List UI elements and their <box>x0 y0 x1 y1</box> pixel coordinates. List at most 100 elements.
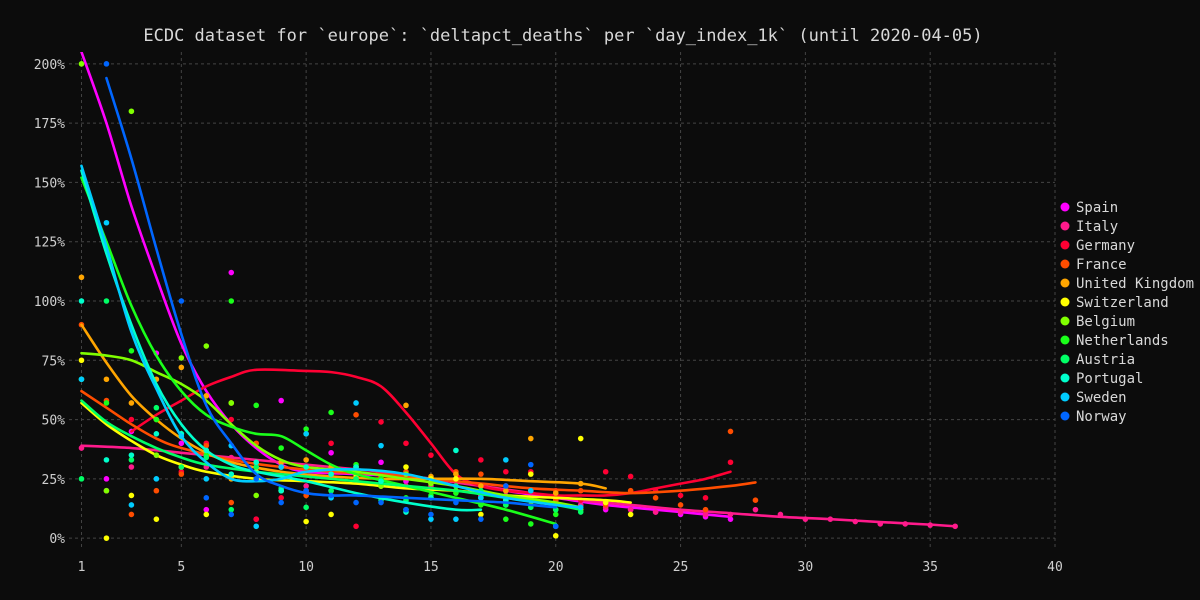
data-point <box>78 376 85 383</box>
data-point <box>552 532 559 539</box>
data-point <box>78 298 85 304</box>
data-point <box>303 457 309 463</box>
legend-swatch <box>1060 316 1070 326</box>
legend-swatch <box>1060 392 1070 402</box>
data-point <box>752 506 759 513</box>
data-point <box>527 435 534 442</box>
data-point <box>527 521 534 527</box>
y-tick-label: 125% <box>34 236 65 251</box>
x-tick-label: 40 <box>1047 560 1063 575</box>
data-point <box>103 219 110 226</box>
data-point <box>378 459 384 466</box>
legend-swatch <box>1060 202 1070 212</box>
data-point <box>228 471 235 477</box>
legend-label: Portugal <box>1076 371 1143 387</box>
data-point <box>403 506 409 513</box>
legend-label: Sweden <box>1076 390 1127 406</box>
legend-label: Norway <box>1076 409 1127 425</box>
data-point <box>178 298 185 304</box>
data-point <box>153 452 160 458</box>
y-tick-label: 100% <box>34 295 65 310</box>
y-tick-label: 50% <box>42 414 66 429</box>
data-point <box>278 397 284 404</box>
data-point <box>403 464 409 470</box>
data-point <box>178 364 185 371</box>
data-point <box>478 511 484 518</box>
legend-label: France <box>1076 257 1127 273</box>
data-point <box>503 468 509 475</box>
data-point <box>328 449 334 456</box>
data-point <box>378 442 384 449</box>
legend-item-belgium: Belgium <box>1060 314 1135 330</box>
data-point <box>253 459 260 466</box>
y-tick-label: 175% <box>34 117 65 132</box>
data-point <box>103 400 110 406</box>
data-point <box>153 476 160 482</box>
data-point <box>128 464 135 470</box>
fit-line <box>80 164 583 509</box>
data-point <box>727 428 734 435</box>
data-point <box>153 404 160 411</box>
legend-item-switzerland: Switzerland <box>1060 295 1169 311</box>
legend-swatch <box>1060 297 1070 307</box>
legend-label: Italy <box>1076 219 1118 235</box>
data-point <box>378 478 384 485</box>
data-point <box>702 511 709 518</box>
legend-item-portugal: Portugal <box>1060 371 1143 387</box>
data-point <box>303 504 309 511</box>
data-point <box>203 511 210 518</box>
data-point <box>203 495 210 501</box>
legend-item-france: France <box>1060 257 1127 273</box>
data-point <box>478 483 484 489</box>
data-point <box>527 487 534 494</box>
data-point <box>677 502 684 508</box>
data-point <box>677 492 684 499</box>
data-point <box>153 487 160 494</box>
x-tick-label: 35 <box>922 560 938 575</box>
legend-item-germany: Germany <box>1060 238 1135 254</box>
data-point <box>103 487 110 494</box>
data-point <box>178 355 185 361</box>
data-point <box>103 376 110 383</box>
data-point <box>128 348 135 354</box>
data-point <box>103 535 110 541</box>
y-tick-label: 0% <box>49 532 65 547</box>
data-point <box>527 471 534 477</box>
data-point <box>303 518 309 525</box>
data-point <box>278 495 284 501</box>
data-point <box>503 487 509 494</box>
legend-label: United Kingdom <box>1076 276 1194 292</box>
data-point <box>153 516 160 522</box>
data-point <box>303 426 309 432</box>
data-point <box>103 457 110 463</box>
legend-label: Spain <box>1076 200 1118 216</box>
x-tick-label: 5 <box>177 560 185 575</box>
legend-label: Germany <box>1076 238 1135 254</box>
y-tick-label: 200% <box>34 58 65 73</box>
data-point <box>453 447 459 454</box>
data-point <box>153 416 160 423</box>
data-point <box>253 492 260 499</box>
fit-line <box>80 323 607 490</box>
data-point <box>403 440 409 447</box>
data-point <box>428 452 434 458</box>
data-point <box>153 431 160 437</box>
x-tick-label: 25 <box>673 560 689 575</box>
legend-swatch <box>1060 240 1070 250</box>
data-point <box>303 483 309 489</box>
data-point <box>128 511 135 518</box>
data-point <box>328 511 334 518</box>
y-tick-label: 75% <box>42 354 66 369</box>
data-point <box>278 445 284 451</box>
data-point <box>752 497 759 504</box>
data-point <box>552 511 559 518</box>
data-point <box>353 523 359 530</box>
data-point <box>353 400 359 406</box>
data-point <box>527 461 534 468</box>
y-tick-label: 25% <box>42 473 66 488</box>
data-point <box>128 502 135 508</box>
data-point <box>278 487 284 494</box>
data-point <box>453 516 459 522</box>
data-point <box>128 400 135 406</box>
